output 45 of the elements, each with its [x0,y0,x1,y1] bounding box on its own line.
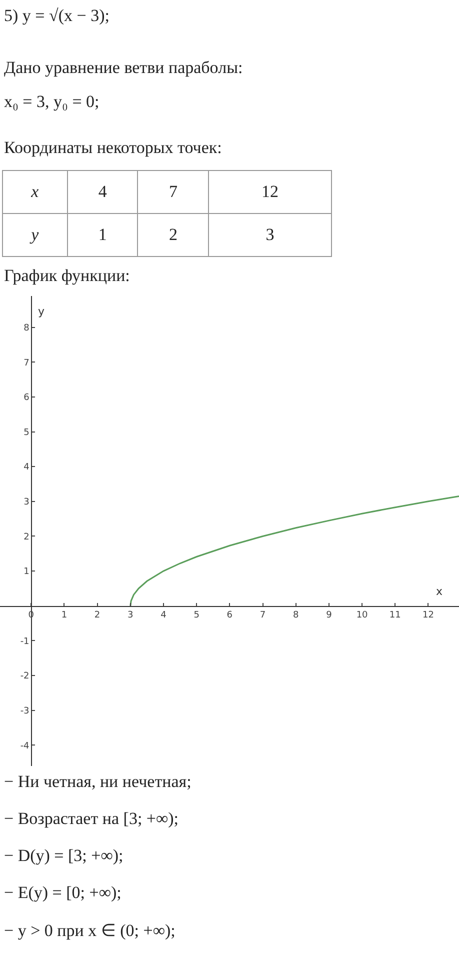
x-tick-label: 1 [61,610,68,621]
text: Дано уравнение ветви параболы: [4,58,243,78]
text: − D(y) = [3; +∞); [4,846,124,866]
text: Координаты некоторых точек: [4,138,222,158]
y-tick-label: 3 [24,498,30,508]
y-tick-label: 4 [24,462,30,473]
text: − Ни четная, ни нечетная; [4,772,192,792]
text: − E(y) = [0; +∞); [4,883,122,903]
text: 4 [67,170,138,214]
text: − y > 0 при x ∈ (0; +∞); [4,920,176,941]
text: График функции: [4,266,130,286]
x-tick-label: 10 [356,610,368,621]
text: 1 [67,214,138,256]
y-tick-label: -3 [20,706,30,716]
x-tick-label: 6 [226,610,233,621]
y-tick-label: 8 [24,323,30,334]
line-series [130,495,459,607]
x-axis-title: x [436,585,443,598]
x-tick-label: 12 [422,610,434,621]
text: − Возрастает на [3; +∞); [4,809,179,829]
chart-title: 5) y = √(x − 3); [4,6,110,26]
text: x₀ = 3, y₀ = 0; [4,92,100,112]
text: x [2,170,68,214]
x-tick-label: 7 [260,610,266,621]
text: 12 [208,170,332,214]
y-tick-label: -4 [20,741,30,752]
y-axis-title: y [38,305,45,318]
y-tick-label: 2 [24,532,30,542]
x-tick-label: 2 [94,610,100,621]
y-tick-label: 5 [24,428,30,438]
text: 3 [208,214,332,256]
x-tick-label: 9 [326,610,332,621]
x-tick-label: 11 [389,610,401,621]
x-tick-label: 3 [128,610,134,621]
y-tick-label: 7 [24,358,30,368]
x-tick-label: 4 [160,610,167,621]
x-tick-label: 5 [194,610,200,621]
text: y [2,214,68,256]
y-tick-label: 6 [24,393,30,404]
text: 7 [138,170,209,214]
x-tick-label: 8 [292,610,299,621]
y-tick-label: 1 [24,567,30,578]
y-tick-label: -1 [20,636,30,647]
text: 2 [138,214,209,256]
y-tick-label: -2 [20,672,30,682]
